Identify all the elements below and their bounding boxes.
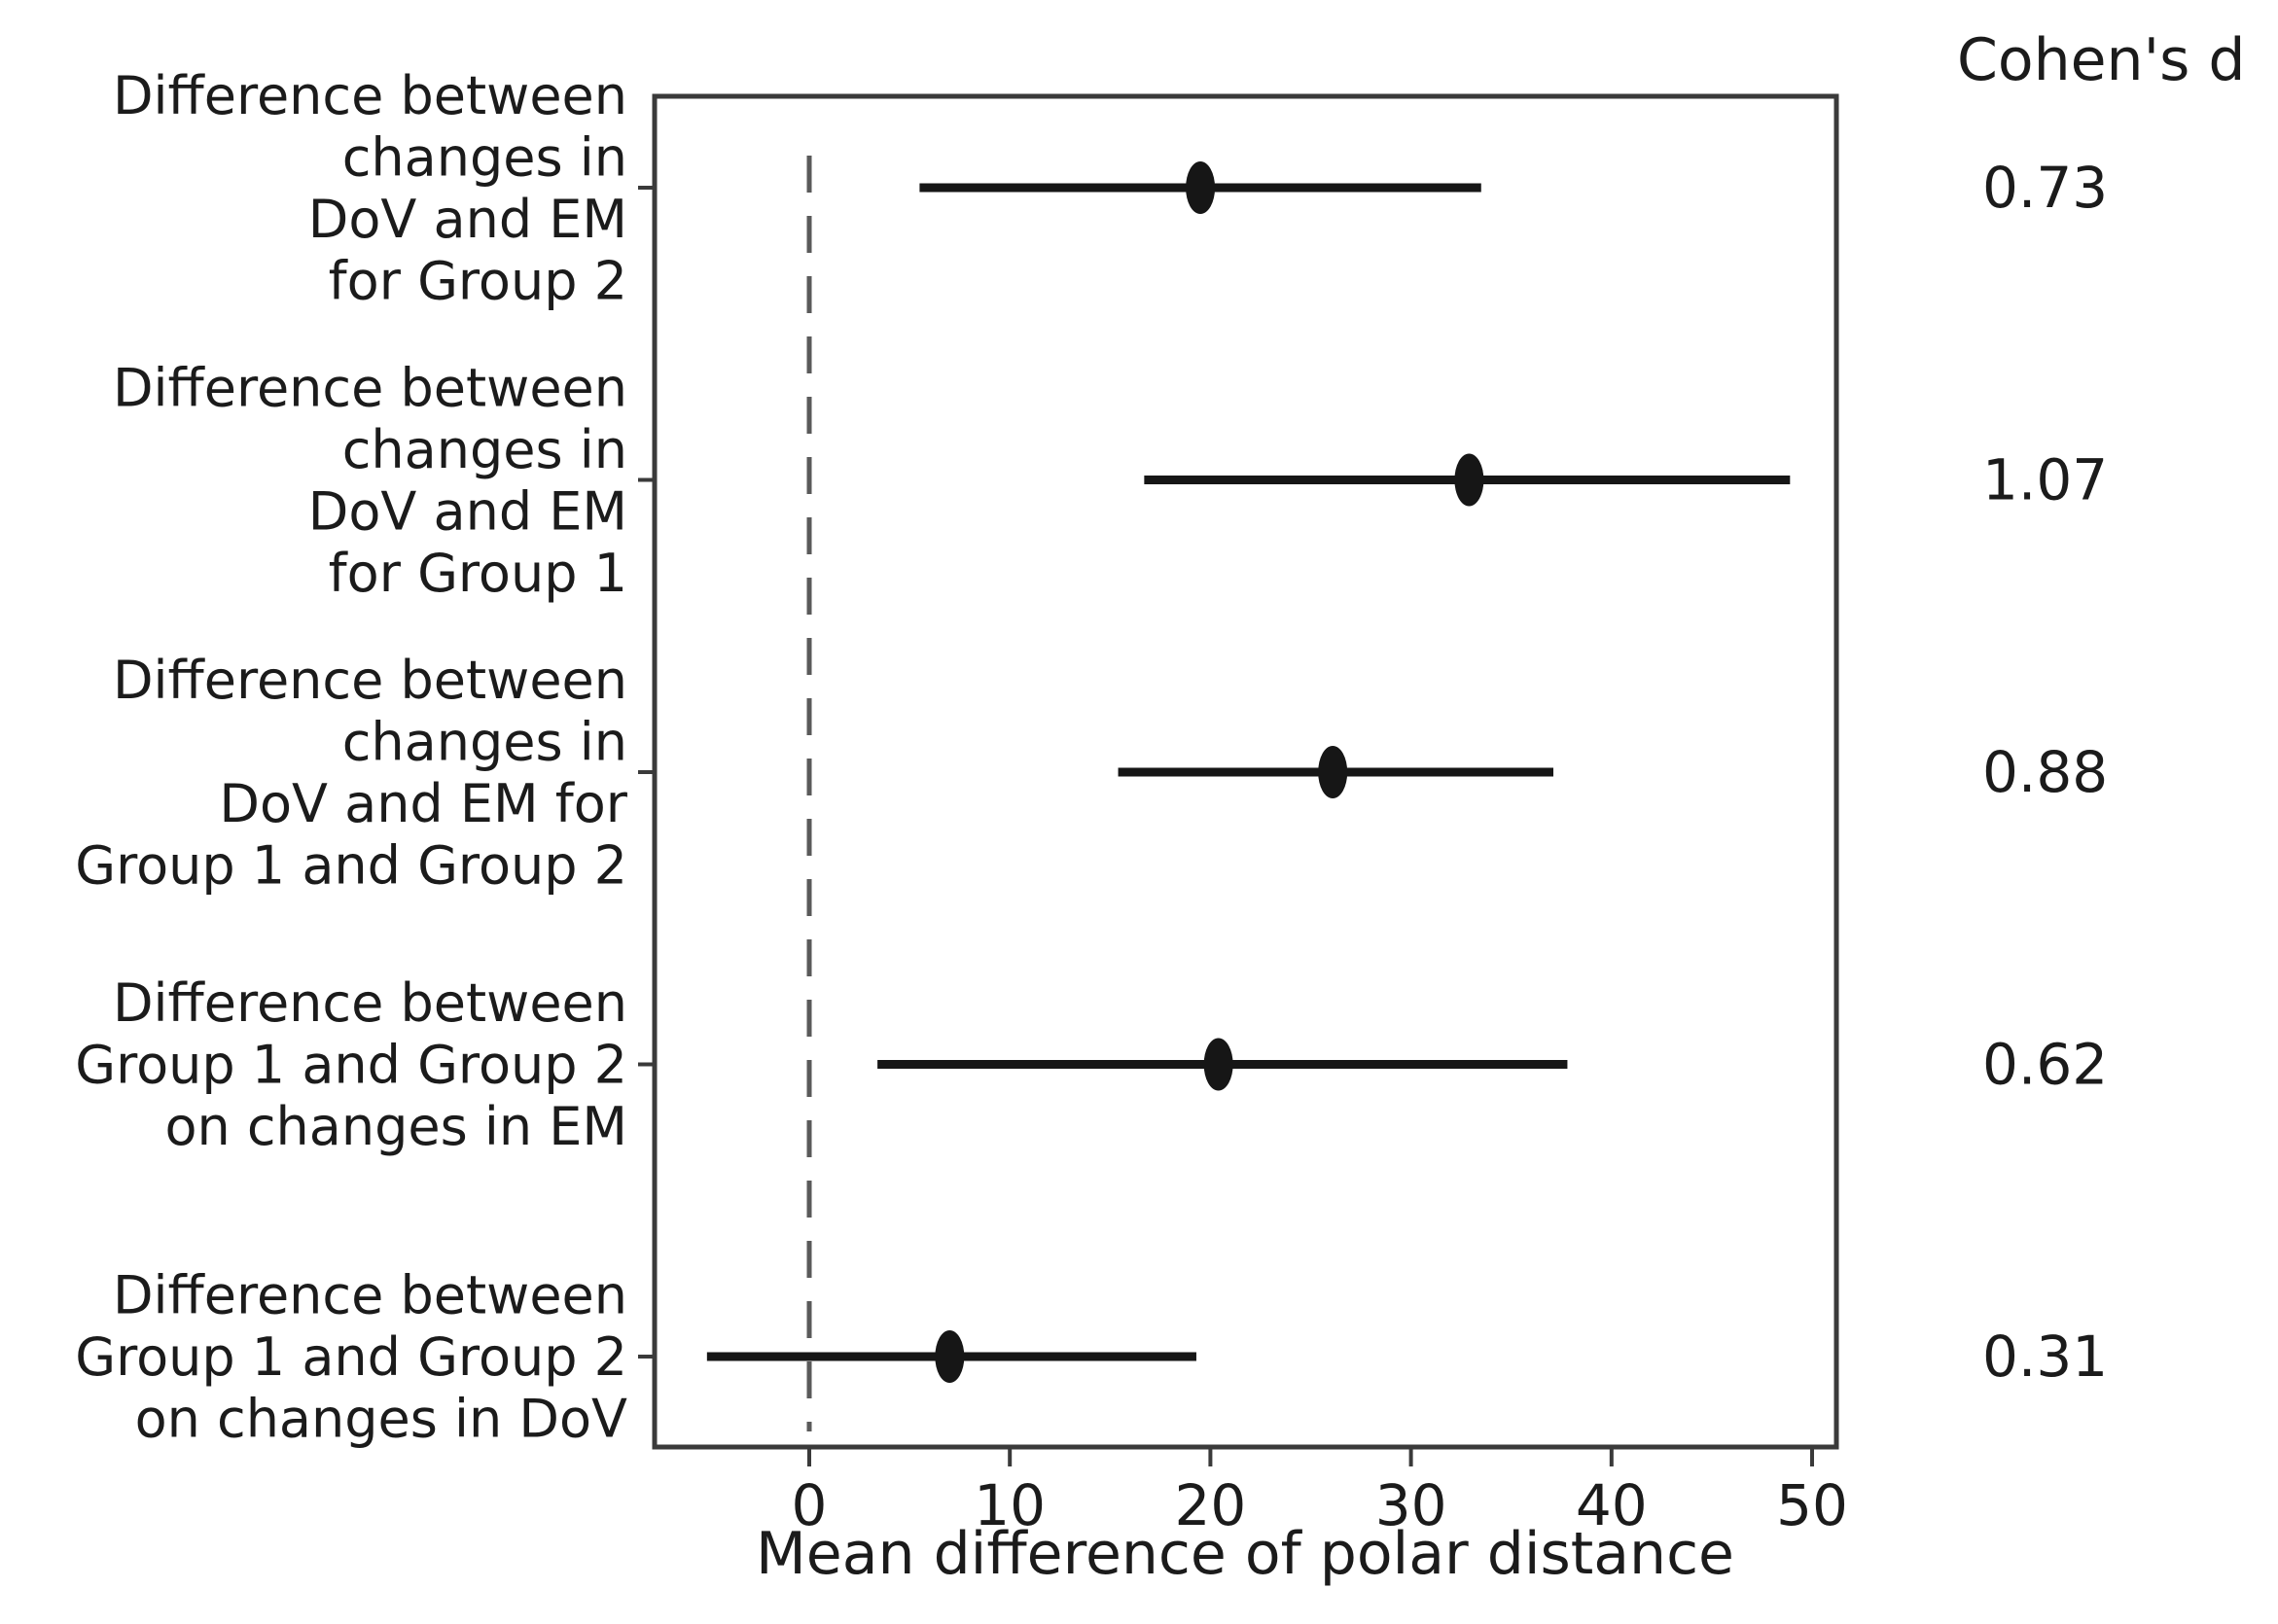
category-label-line: DoV and EM for — [219, 773, 627, 834]
category-label-line: changes in — [342, 419, 627, 480]
category-label-line: changes in — [342, 126, 627, 188]
point-marker — [935, 1330, 965, 1383]
category-label-line: Group 1 and Group 2 — [75, 1035, 627, 1096]
category-label-line: Difference between — [113, 1265, 627, 1326]
category-label-line: Difference between — [113, 972, 627, 1034]
category-label-line: Difference between — [113, 65, 627, 126]
cohens-d-value: 0.88 — [1982, 739, 2108, 805]
x-tick-label: 40 — [1576, 1472, 1648, 1538]
point-marker — [1454, 453, 1484, 507]
x-tick-label: 0 — [792, 1472, 828, 1538]
point-marker — [1203, 1038, 1233, 1091]
category-label-line: on changes in DoV — [135, 1389, 627, 1450]
category-label-line: Difference between — [113, 650, 627, 711]
point-marker — [1318, 746, 1348, 798]
category-label-line: Difference between — [113, 357, 627, 418]
category-label-line: for Group 2 — [329, 250, 627, 311]
point-marker — [1186, 161, 1216, 214]
x-tick-label: 20 — [1174, 1472, 1246, 1538]
cohens-d-header: Cohen's d — [1957, 26, 2245, 94]
cohens-d-value: 0.73 — [1982, 155, 2108, 221]
cohens-d-value: 1.07 — [1982, 447, 2108, 513]
x-tick-label: 50 — [1776, 1472, 1848, 1538]
category-label-line: on changes in EM — [164, 1096, 627, 1157]
x-tick-label: 10 — [974, 1472, 1046, 1538]
cohens-d-value: 0.62 — [1982, 1032, 2108, 1098]
category-label-line: Group 1 and Group 2 — [75, 1326, 627, 1388]
x-axis-title: Mean difference of polar distance — [756, 1520, 1734, 1588]
cohens-d-value: 0.31 — [1982, 1324, 2108, 1390]
category-label-line: Group 1 and Group 2 — [75, 834, 627, 896]
category-label-line: for Group 1 — [329, 543, 627, 604]
x-tick-label: 30 — [1375, 1472, 1447, 1538]
category-label-line: DoV and EM — [308, 480, 627, 542]
category-label-line: changes in — [342, 711, 627, 772]
category-label-line: DoV and EM — [308, 189, 627, 250]
